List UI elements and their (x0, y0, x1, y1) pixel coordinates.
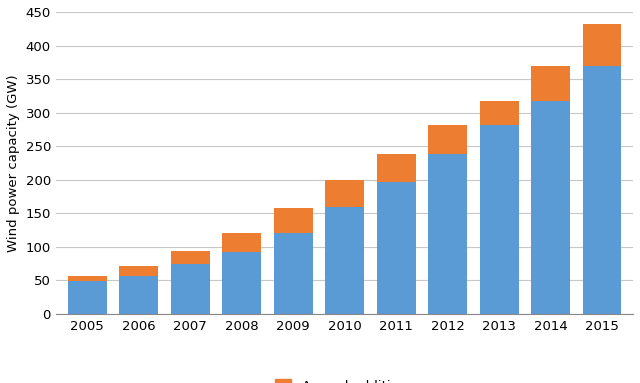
Bar (68, 281, 107, 314)
Bar (480, 125, 518, 314)
Bar (171, 264, 209, 314)
Bar (377, 154, 415, 182)
Bar (120, 266, 158, 276)
Bar (583, 66, 621, 314)
Legend: Annual additions: Annual additions (270, 373, 419, 383)
Bar (274, 234, 312, 314)
Bar (531, 101, 570, 314)
Bar (325, 180, 364, 207)
Bar (428, 154, 467, 314)
Bar (274, 208, 312, 234)
Bar (480, 101, 518, 125)
Y-axis label: Wind power capacity (GW): Wind power capacity (GW) (7, 74, 20, 252)
Bar (428, 125, 467, 154)
Bar (377, 182, 415, 314)
Bar (531, 66, 570, 101)
Bar (583, 24, 621, 66)
Bar (171, 251, 209, 264)
Bar (325, 207, 364, 314)
Bar (223, 252, 261, 314)
Bar (120, 276, 158, 314)
Bar (68, 276, 107, 281)
Bar (223, 234, 261, 252)
